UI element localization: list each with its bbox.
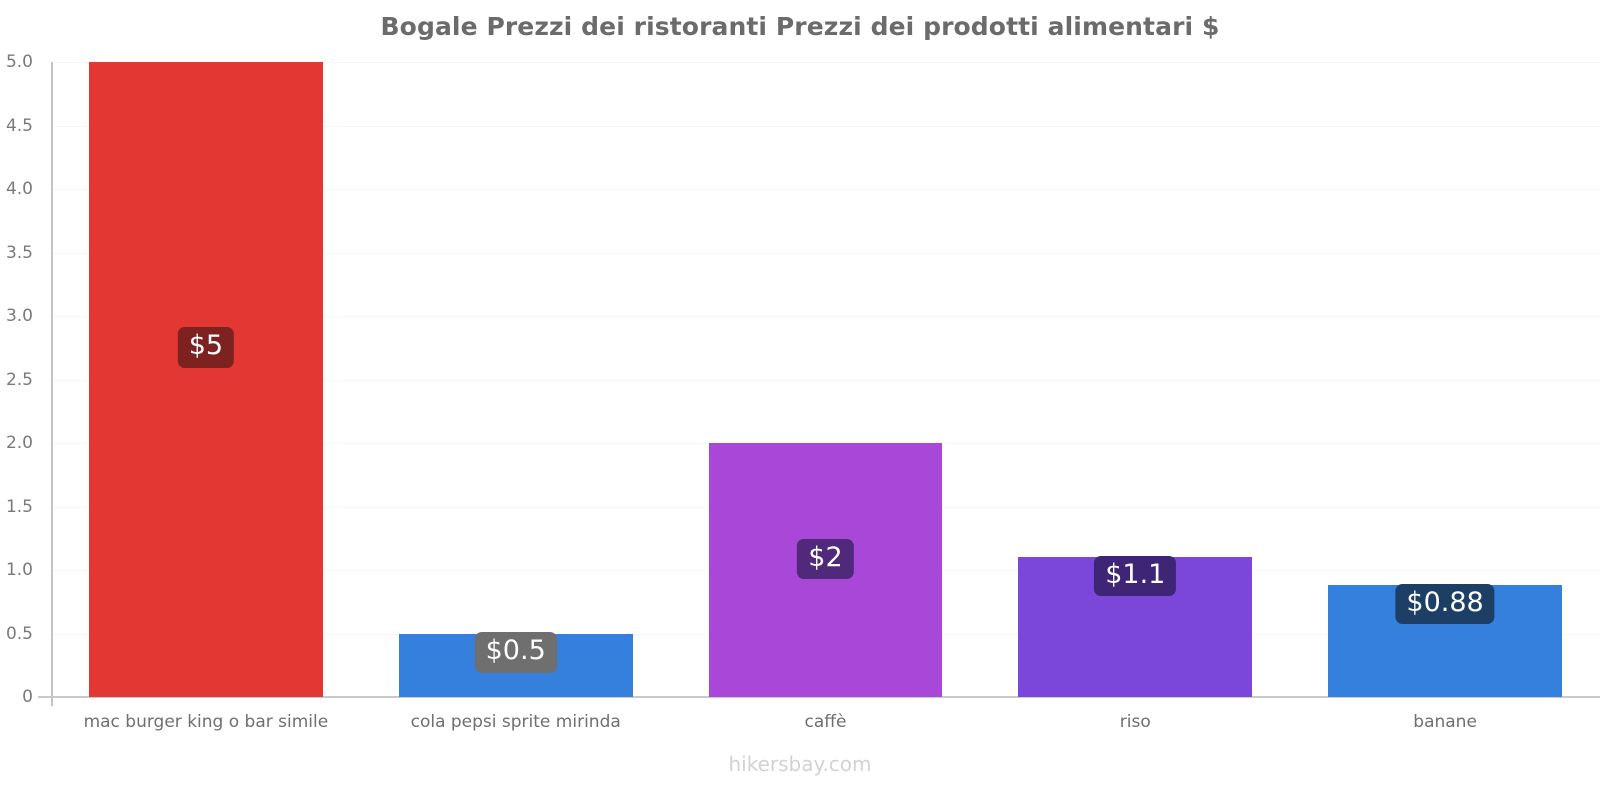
bar-value-label: $0.5 — [474, 632, 557, 673]
bar-group: $0.5 — [398, 62, 633, 697]
bars-layer: $5 $0.5 $2 $1.1 $0.88 — [51, 62, 1600, 697]
bar-value-label: $0.88 — [1395, 583, 1495, 625]
gridline — [51, 125, 1600, 127]
bar-group: $2 — [708, 62, 943, 697]
y-axis-tick-labels: 0 0.5 1.0 1.5 2.0 2.5 3.0 3.5 4.0 4.5 5.0 — [0, 52, 44, 707]
x-axis-tick-label: mac burger king o bar simile — [83, 712, 329, 732]
bar-value-label: $5 — [177, 327, 235, 368]
x-axis-line — [38, 696, 1600, 698]
y-axis-tick-label: 1.5 — [5, 496, 33, 517]
y-axis-tick-label: 4.0 — [5, 179, 33, 199]
x-axis-tick-label: cola pepsi sprite mirinda — [410, 712, 621, 732]
gridline — [51, 189, 1600, 190]
bar[interactable] — [88, 62, 323, 697]
x-axis-tick-label: riso — [1119, 712, 1151, 732]
chart-title: Bogale Prezzi dei ristoranti Prezzi dei … — [380, 12, 1220, 41]
y-axis-tick-label: 0.5 — [5, 623, 33, 644]
gridline — [51, 62, 1600, 63]
y-axis-line — [51, 62, 53, 706]
bar-group: $5 — [88, 62, 323, 697]
gridline — [51, 316, 1600, 317]
y-axis-tick-label: 5.0 — [5, 52, 33, 72]
y-axis-tick-label: 1.0 — [5, 560, 33, 580]
y-axis-tick-label: 2.5 — [5, 369, 33, 390]
x-axis-tick-labels: mac burger king o bar simile cola pepsi s… — [51, 712, 1600, 742]
y-axis-tick-label: 3.0 — [5, 306, 33, 326]
x-axis-tick-label: caffè — [804, 712, 847, 732]
x-axis-tick-label: banane — [1413, 712, 1477, 732]
y-axis-tick-label: 3.5 — [5, 242, 33, 263]
y-axis-tick-label: 2.0 — [5, 433, 33, 453]
y-axis-tick-label: 0 — [22, 687, 33, 707]
bar-value-label: $2 — [797, 538, 854, 580]
gridline — [51, 379, 1600, 381]
gridline — [51, 252, 1600, 254]
y-axis-tick-label: 4.5 — [5, 115, 33, 136]
bar-group: $0.88 — [1328, 62, 1563, 697]
footer-watermark: hikersbay.com — [728, 752, 872, 776]
bar-value-label: $1.1 — [1094, 555, 1177, 597]
bar-group: $1.1 — [1018, 62, 1253, 697]
